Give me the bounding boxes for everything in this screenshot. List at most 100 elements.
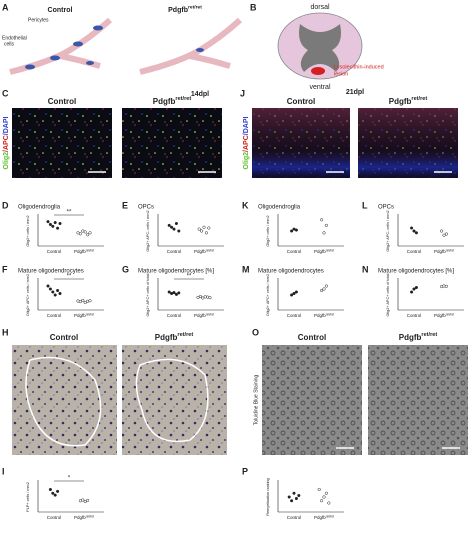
genotype-sup: ret/ret [86, 514, 94, 518]
y-axis-label: Olig2+ cells / mm2 [26, 215, 30, 246]
data-point [410, 290, 414, 294]
label: Control [48, 97, 76, 106]
stain-part: /APC [3, 135, 10, 152]
data-point [412, 287, 416, 291]
panel-letter: K [242, 200, 249, 210]
data-point [317, 487, 321, 492]
genotype-base: Pdgfb [74, 313, 86, 318]
significance-label: ** [67, 274, 72, 280]
data-point [86, 498, 90, 502]
data-point [290, 229, 294, 233]
data-point [198, 294, 202, 299]
data-point [51, 224, 55, 228]
y-axis-label: Olig2+ APC+ cells / mm2 [26, 274, 30, 316]
data-point [324, 491, 328, 495]
genotype-label: Pdgfbret/ret [314, 514, 334, 520]
data-point [46, 284, 50, 288]
genotype-sup: ret/ret [446, 312, 454, 316]
genotype-base: Pdgfb [153, 97, 176, 106]
data-point [46, 220, 50, 224]
label: Control [298, 333, 326, 342]
x-tick-label: Control [47, 249, 62, 254]
genotype-sup: ret/ret [188, 5, 202, 11]
label: dorsal [310, 4, 330, 11]
data-point [440, 229, 444, 233]
schematic-a [9, 17, 243, 75]
genotype-base: Pdgfb [434, 249, 446, 254]
label: Endothelial [2, 35, 27, 41]
data-point [322, 287, 326, 291]
stain-part: Olig2 [3, 152, 10, 170]
panel-letter: D [2, 200, 9, 210]
data-point [83, 499, 87, 504]
data-point [208, 296, 212, 300]
plot-title: Oligodendroglia [18, 205, 61, 211]
data-point [51, 290, 55, 294]
data-point [78, 232, 82, 236]
data-point [51, 491, 55, 495]
label: 14dpl [191, 91, 209, 98]
genotype-sup: ret/ret [206, 248, 214, 252]
data-point [320, 499, 324, 503]
data-point [81, 498, 85, 502]
genotype-base: Pdgfb [168, 7, 188, 14]
data-point [322, 495, 326, 499]
panel-letter: P [242, 466, 248, 476]
genotype-base: Pdgfb [399, 333, 422, 342]
significance-label: ** [187, 274, 192, 280]
plot-title: Mature oligodendrocytes [%] [138, 269, 214, 275]
plot-title: Mature oligodendrocytes [258, 269, 324, 275]
panel-letter: O [252, 327, 259, 337]
data-point [414, 285, 418, 290]
panel-letter: I [2, 466, 5, 476]
genotype-sup: ret/ret [421, 333, 437, 339]
genotype-label: Pdgfbret/ret [194, 248, 214, 254]
y-axis-label: Olig2+ cells / mm2 [266, 215, 270, 246]
x-tick-label: Control [47, 515, 62, 520]
data-point [48, 222, 52, 226]
data-point [297, 493, 301, 498]
y-axis-label: Olig2+ APC- cells / mm2 [146, 210, 150, 251]
genotype-base: Pdgfb [434, 313, 446, 318]
label: Lysolecithin-induced [334, 64, 384, 70]
data-point [292, 491, 296, 495]
data-point [58, 221, 62, 226]
data-point [174, 221, 178, 226]
stain-part: /APC [243, 135, 250, 152]
genotype-label: Pdgfbret/ret [434, 248, 454, 254]
data-point [294, 290, 298, 294]
genotype-label: Pdgfbret/ret [399, 333, 438, 342]
genotype-label: Pdgfbret/ret [194, 312, 214, 318]
genotype-label: Pdgfbret/ret [155, 333, 194, 342]
genotype-label: Pdgfbret/ret [314, 248, 334, 254]
plot-title: OPCs [138, 205, 154, 211]
data-point [53, 493, 57, 497]
data-point [294, 228, 298, 232]
plot-title: Mature oligodendrocytes [%] [378, 269, 454, 275]
genotype-base: Pdgfb [389, 97, 412, 106]
x-tick-label: Control [47, 313, 62, 318]
genotype-base: Pdgfb [155, 333, 178, 342]
x-tick-label: Control [167, 313, 182, 318]
genotype-label: Pdgfbret/ret [74, 248, 94, 254]
x-tick-label: Control [287, 515, 302, 520]
data-point [204, 231, 208, 235]
x-tick-label: Control [167, 249, 182, 254]
genotype-base: Pdgfb [194, 249, 206, 254]
genotype-base: Pdgfb [74, 515, 86, 520]
label: Control [48, 7, 73, 14]
y-axis-label: Olig2+ APC+ cells / mm2 [266, 274, 270, 316]
stain-label: Olig2/APC/DAPI [243, 116, 250, 169]
data-point [48, 487, 52, 492]
label: ventral [309, 84, 330, 91]
data-point [167, 290, 171, 294]
data-point [174, 292, 178, 296]
data-point [320, 218, 324, 222]
data-point [53, 293, 57, 297]
data-point [287, 495, 291, 499]
panel-letter: N [362, 264, 369, 274]
data-point [88, 299, 92, 303]
panel-letter: E [122, 200, 128, 210]
data-point [56, 226, 60, 230]
